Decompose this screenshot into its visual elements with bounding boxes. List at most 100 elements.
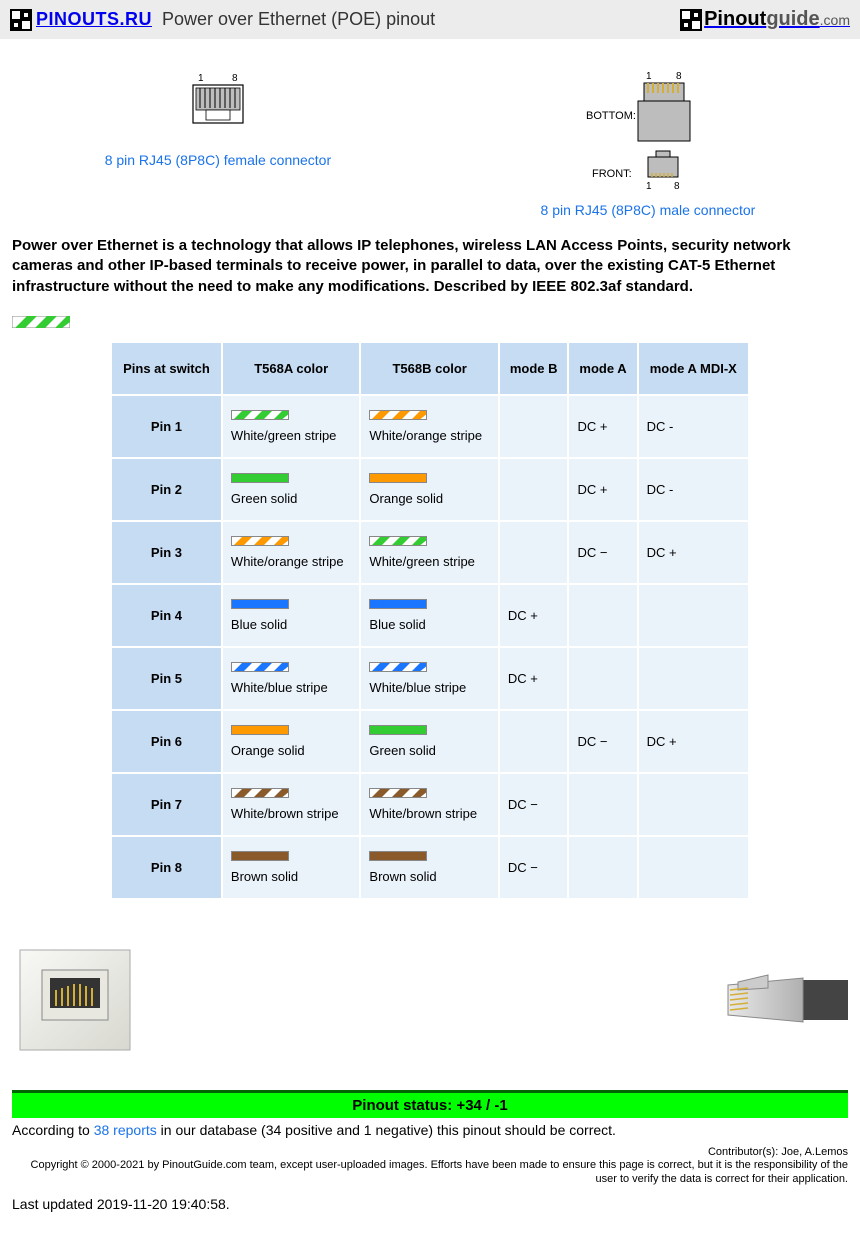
t568b-cell: Green solid [360, 710, 499, 773]
female-connector-link[interactable]: 8 pin RJ45 (8P8C) female connector [105, 152, 331, 168]
table-header: mode A MDI-X [638, 342, 749, 395]
table-row: Pin 3White/orange stripeWhite/green stri… [111, 521, 749, 584]
mode-a-mdix-cell [638, 647, 749, 710]
connector-photos [0, 930, 860, 1090]
t568b-cell: White/orange stripe [360, 395, 499, 458]
mode-b-cell: DC + [499, 584, 569, 647]
t568b-cell: Blue solid [360, 584, 499, 647]
status-after: in our database (34 positive and 1 negat… [157, 1122, 616, 1138]
status-before: According to [12, 1122, 94, 1138]
mode-b-cell: DC + [499, 647, 569, 710]
connector-diagrams: 1 8 8 pin RJ45 (8P8C) female connector 1… [0, 69, 860, 218]
pin-label: Pin 2 [111, 458, 222, 521]
svg-text:1: 1 [198, 73, 204, 84]
t568b-cell: Brown solid [360, 836, 499, 899]
rj45-female-icon: 1 8 [158, 69, 278, 149]
svg-text:8: 8 [232, 73, 238, 84]
mode-a-cell [568, 584, 637, 647]
copyright: Copyright © 2000-2021 by PinoutGuide.com… [0, 1158, 860, 1187]
pin-label: Pin 1 [111, 395, 222, 458]
status-section: Pinout status: +34 / -1 According to 38 … [0, 1090, 860, 1146]
t568b-cell: Orange solid [360, 458, 499, 521]
svg-text:1: 1 [646, 181, 652, 192]
table-header: Pins at switch [111, 342, 222, 395]
mode-b-cell: DC − [499, 773, 569, 836]
intro-swatch [12, 315, 848, 331]
mode-a-mdix-cell [638, 584, 749, 647]
rj45-plug-photo [708, 940, 848, 1060]
mode-a-mdix-cell: DC - [638, 458, 749, 521]
mode-a-cell [568, 836, 637, 899]
t568a-cell: Orange solid [222, 710, 361, 773]
table-row: Pin 1White/green stripeWhite/orange stri… [111, 395, 749, 458]
pin-label: Pin 8 [111, 836, 222, 899]
pin-label: Pin 4 [111, 584, 222, 647]
last-updated: Last updated 2019-11-20 19:40:58. [0, 1186, 860, 1232]
logo-guide-p2: guide [766, 8, 819, 31]
table-row: Pin 5White/blue stripeWhite/blue stripeD… [111, 647, 749, 710]
t568a-cell: Brown solid [222, 836, 361, 899]
t568a-cell: White/green stripe [222, 395, 361, 458]
header-left: PINOUTS.RU Power over Ethernet (POE) pin… [10, 9, 435, 31]
t568b-cell: White/green stripe [360, 521, 499, 584]
mode-b-cell [499, 458, 569, 521]
pin-label: Pin 3 [111, 521, 222, 584]
male-connector-link[interactable]: 8 pin RJ45 (8P8C) male connector [541, 202, 756, 218]
mode-a-mdix-cell: DC + [638, 710, 749, 773]
logo-ru-text: PINOUTS.RU [36, 9, 152, 30]
mode-a-cell [568, 647, 637, 710]
logo-pinouts-ru[interactable]: PINOUTS.RU [10, 9, 152, 31]
logo-guide-p3: .com [820, 12, 850, 28]
mode-a-cell [568, 773, 637, 836]
table-row: Pin 7White/brown stripeWhite/brown strip… [111, 773, 749, 836]
table-row: Pin 2Green solidOrange solid DC +DC - [111, 458, 749, 521]
header-bar: PINOUTS.RU Power over Ethernet (POE) pin… [0, 0, 860, 39]
pin-label: Pin 7 [111, 773, 222, 836]
t568a-cell: Blue solid [222, 584, 361, 647]
table-body: Pin 1White/green stripeWhite/orange stri… [111, 395, 749, 899]
mode-a-cell: DC − [568, 521, 637, 584]
table-header: T568A color [222, 342, 361, 395]
t568a-cell: Green solid [222, 458, 361, 521]
logo-pinoutguide[interactable]: Pinoutguide.com [680, 8, 850, 31]
intro-paragraph: Power over Ethernet is a technology that… [0, 236, 860, 297]
page-title: Power over Ethernet (POE) pinout [162, 9, 435, 30]
pin-label: Pin 6 [111, 710, 222, 773]
table-row: Pin 6Orange solidGreen solid DC −DC + [111, 710, 749, 773]
pinout-table: Pins at switchT568A colorT568B colormode… [110, 341, 750, 900]
mode-a-mdix-cell [638, 773, 749, 836]
logo-guide-icon [680, 9, 702, 31]
table-row: Pin 4Blue solidBlue solidDC + [111, 584, 749, 647]
mode-b-cell [499, 521, 569, 584]
table-row: Pin 8Brown solidBrown solidDC − [111, 836, 749, 899]
svg-text:8: 8 [676, 71, 682, 82]
mode-b-cell [499, 395, 569, 458]
mode-a-cell: DC + [568, 458, 637, 521]
t568a-cell: White/brown stripe [222, 773, 361, 836]
table-header: mode A [568, 342, 637, 395]
front-label: FRONT: [592, 168, 632, 180]
pin-label: Pin 5 [111, 647, 222, 710]
table-header-row: Pins at switchT568A colorT568B colormode… [111, 342, 749, 395]
svg-text:1: 1 [646, 71, 652, 82]
pinout-status-text: According to 38 reports in our database … [12, 1118, 848, 1146]
svg-text:8: 8 [674, 181, 680, 192]
t568a-cell: White/orange stripe [222, 521, 361, 584]
table-header: mode B [499, 342, 569, 395]
mode-a-cell: DC + [568, 395, 637, 458]
table-header: T568B color [360, 342, 499, 395]
rj45-male-icon: 1 8 BOTTOM: FRONT: 1 8 [548, 69, 748, 199]
rj45-jack-photo [12, 940, 142, 1060]
mode-a-cell: DC − [568, 710, 637, 773]
male-connector-block: 1 8 BOTTOM: FRONT: 1 8 8 pin RJ45 (8P8C) m… [541, 69, 756, 218]
mode-a-mdix-cell [638, 836, 749, 899]
mode-b-cell [499, 710, 569, 773]
pinout-status-bar: Pinout status: +34 / -1 [12, 1090, 848, 1118]
t568a-cell: White/blue stripe [222, 647, 361, 710]
contributors: Contributor(s): Joe, A.Lemos [0, 1146, 860, 1158]
bottom-label: BOTTOM: [586, 110, 636, 122]
mode-a-mdix-cell: DC - [638, 395, 749, 458]
mode-a-mdix-cell: DC + [638, 521, 749, 584]
t568b-cell: White/blue stripe [360, 647, 499, 710]
reports-link[interactable]: 38 reports [94, 1122, 157, 1138]
